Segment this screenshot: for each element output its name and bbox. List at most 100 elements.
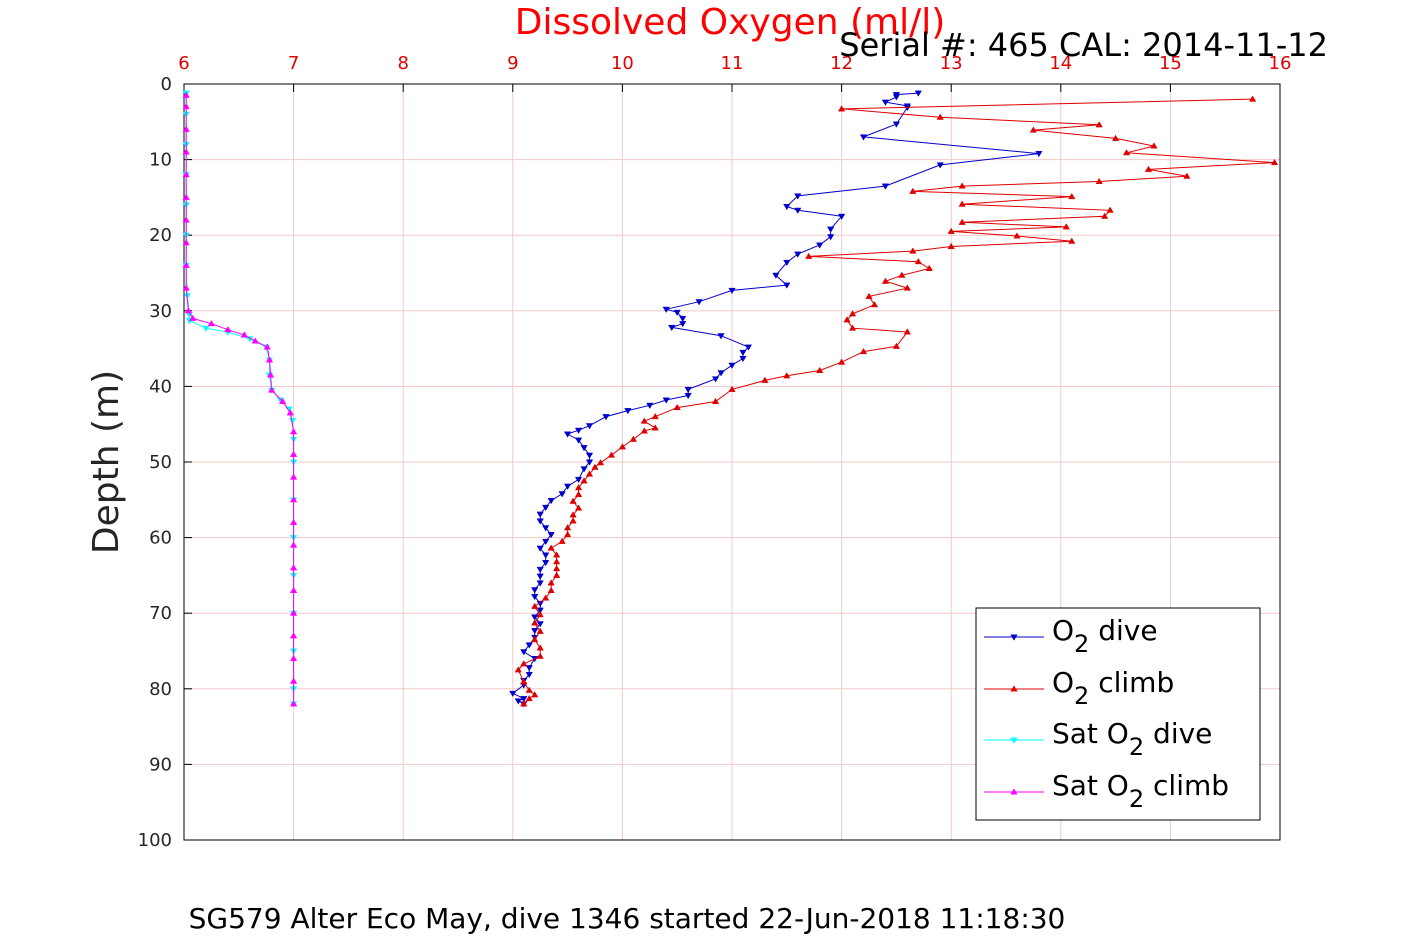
- data-point-o2-climb: [1270, 158, 1279, 166]
- data-point-o2-climb: [816, 366, 824, 374]
- data-point-o2-dive: [542, 560, 550, 567]
- data-point-o2-climb: [574, 484, 583, 491]
- data-point-sat-o2-climb: [182, 102, 190, 110]
- data-point-o2-climb: [563, 530, 572, 538]
- data-point-o2-climb: [848, 324, 857, 331]
- data-point-o2-climb: [1068, 237, 1076, 244]
- data-point-o2-climb: [1144, 165, 1153, 172]
- x-tick-label: 14: [1049, 53, 1072, 74]
- data-point-o2-climb: [1095, 121, 1103, 128]
- data-point-sat-o2-climb: [286, 409, 294, 416]
- data-point-sat-o2-climb: [289, 518, 298, 525]
- data-point-o2-dive: [536, 580, 544, 587]
- data-point-o2-climb: [520, 660, 528, 667]
- data-point-o2-climb: [553, 551, 561, 558]
- data-point-o2-climb: [1062, 223, 1070, 230]
- legend-label-text: dive: [1144, 717, 1212, 750]
- data-point-o2-dive: [547, 532, 555, 539]
- data-point-o2-climb: [651, 412, 659, 420]
- data-point-o2-climb: [531, 619, 539, 626]
- data-point-o2-dive: [717, 370, 725, 377]
- data-point-sat-o2-climb: [266, 371, 275, 378]
- data-point-o2-climb: [574, 504, 583, 511]
- legend-label-text: O: [1052, 666, 1074, 699]
- data-point-o2-climb: [585, 470, 594, 477]
- data-point-o2-dive: [574, 437, 583, 444]
- data-point-sat-o2-climb: [289, 564, 298, 571]
- data-point-o2-climb: [783, 372, 791, 379]
- data-point-o2-climb: [640, 417, 648, 424]
- legend-label-subscript: 2: [1129, 785, 1144, 813]
- data-point-o2-dive: [827, 226, 835, 233]
- data-point-o2-climb: [914, 257, 922, 265]
- data-point-o2-climb: [903, 328, 911, 335]
- data-point-o2-dive: [525, 671, 533, 679]
- legend-entry-sat-o2-dive: Sat O2 dive: [984, 717, 1212, 761]
- legend-swatch-marker: [1010, 634, 1018, 641]
- data-point-o2-dive: [624, 408, 632, 415]
- x-tick-label: 9: [507, 53, 518, 74]
- data-point-o2-dive: [574, 427, 583, 434]
- data-point-o2-climb: [547, 579, 555, 586]
- data-point-o2-climb: [1122, 149, 1131, 156]
- x-tick-label: 13: [940, 53, 963, 74]
- data-point-o2-climb: [569, 511, 577, 518]
- data-point-o2-climb: [547, 586, 555, 594]
- data-point-sat-o2-climb: [182, 125, 190, 132]
- data-point-o2-dive: [662, 306, 670, 313]
- x-tick-label: 12: [830, 53, 853, 74]
- data-point-o2-dive: [536, 511, 544, 518]
- legend-label: Sat O2 dive: [1052, 717, 1212, 761]
- data-point-o2-dive: [580, 466, 588, 473]
- data-point-sat-o2-dive: [288, 417, 297, 425]
- data-point-o2-dive: [574, 476, 583, 484]
- data-point-o2-dive: [837, 213, 846, 220]
- data-point-o2-climb: [870, 301, 879, 308]
- data-point-o2-dive: [859, 134, 868, 141]
- data-point-o2-climb: [837, 358, 846, 365]
- data-point-o2-dive: [816, 242, 824, 249]
- data-point-sat-o2-climb: [265, 356, 274, 363]
- y-tick-label: 60: [149, 528, 172, 549]
- legend-label-subscript: 2: [1129, 733, 1144, 761]
- data-point-o2-climb: [580, 477, 588, 484]
- data-point-o2-climb: [574, 490, 583, 497]
- data-point-sat-o2-climb: [289, 677, 298, 684]
- data-point-o2-climb: [640, 427, 648, 434]
- legend-swatch-marker: [1010, 685, 1018, 692]
- legend-entry-o2-climb: O2 climb: [984, 666, 1174, 710]
- data-point-o2-climb: [558, 537, 566, 544]
- data-point-sat-o2-climb: [182, 148, 190, 155]
- y-tick-label: 80: [149, 679, 172, 700]
- legend-label-text: climb: [1089, 666, 1174, 699]
- data-point-sat-o2-climb: [289, 496, 298, 503]
- data-point-o2-climb: [536, 627, 544, 634]
- data-point-o2-climb: [903, 284, 911, 291]
- data-point-o2-climb: [892, 342, 901, 349]
- data-point-o2-climb: [1013, 232, 1021, 239]
- data-point-o2-climb: [1101, 212, 1109, 219]
- data-point-o2-climb: [629, 435, 637, 442]
- x-tick-label: 8: [397, 53, 408, 74]
- data-point-sat-o2-climb: [289, 700, 298, 707]
- data-point-sat-o2-climb: [289, 632, 298, 639]
- data-point-o2-climb: [848, 310, 857, 317]
- data-point-o2-dive: [585, 452, 594, 459]
- data-point-o2-climb: [1111, 134, 1120, 141]
- data-point-sat-o2-climb: [251, 337, 259, 344]
- data-point-o2-climb: [909, 187, 917, 194]
- data-point-o2-dive: [739, 355, 747, 363]
- data-point-o2-climb: [596, 459, 605, 466]
- x-tick-label: 16: [1269, 53, 1292, 74]
- data-point-sat-o2-climb: [289, 586, 298, 594]
- x-tick-label: 6: [178, 53, 189, 74]
- data-point-o2-dive: [536, 518, 544, 525]
- data-point-o2-dive: [684, 392, 692, 400]
- data-point-sat-o2-climb: [289, 654, 298, 662]
- data-point-o2-dive: [646, 402, 654, 409]
- data-point-sat-o2-dive: [202, 325, 210, 332]
- data-point-o2-dive: [673, 309, 681, 317]
- data-point-o2-dive: [679, 321, 687, 328]
- data-point-o2-climb: [881, 277, 890, 284]
- data-point-o2-climb: [520, 678, 528, 685]
